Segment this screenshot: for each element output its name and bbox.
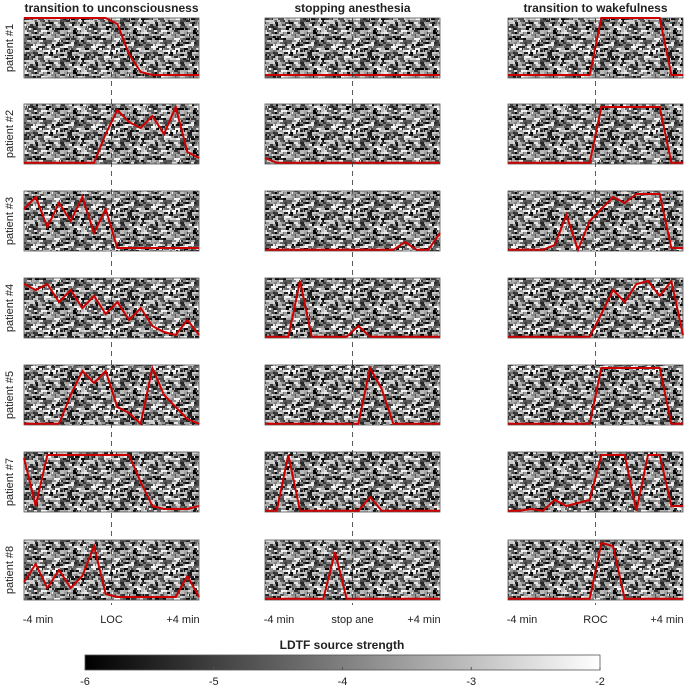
x-tick-label: -4 min (507, 614, 538, 626)
red-trace (508, 367, 683, 425)
red-trace (508, 106, 683, 164)
red-trace (265, 454, 440, 512)
x-tick-label: +4 min (650, 614, 683, 626)
row-label: patient #3 (4, 197, 16, 245)
row-label: patient #5 (4, 371, 16, 419)
colorbar-tick-label: -5 (209, 676, 219, 688)
x-tick-label: -4 min (264, 614, 295, 626)
column-title: transition to wakefulness (523, 1, 667, 15)
colorbar-tick-label: -6 (80, 676, 90, 688)
colorbar-tick-label: -3 (466, 676, 476, 688)
row-label: patient #7 (4, 458, 16, 506)
red-trace (265, 232, 441, 251)
x-tick-label: stop ane (331, 614, 373, 626)
x-tick-label: +4 min (407, 614, 440, 626)
row-label: patient #1 (4, 24, 16, 72)
red-trace (265, 280, 440, 338)
x-tick-label: ROC (583, 614, 608, 626)
colorbar-tick-label: -4 (338, 676, 348, 688)
x-tick-label: -4 min (23, 614, 54, 626)
colorbar-tick-label: -2 (595, 676, 605, 688)
column-title: stopping anesthesia (294, 1, 410, 15)
column-title: transition to unconsciousness (24, 1, 198, 15)
row-label: patient #2 (4, 110, 16, 158)
colorbar-title: LDTF source strength (280, 638, 405, 652)
x-tick-label: +4 min (166, 614, 199, 626)
row-label: patient #4 (4, 284, 16, 332)
red-trace (508, 193, 683, 253)
x-tick-label: LOC (100, 614, 123, 626)
row-label: patient #8 (4, 546, 16, 594)
